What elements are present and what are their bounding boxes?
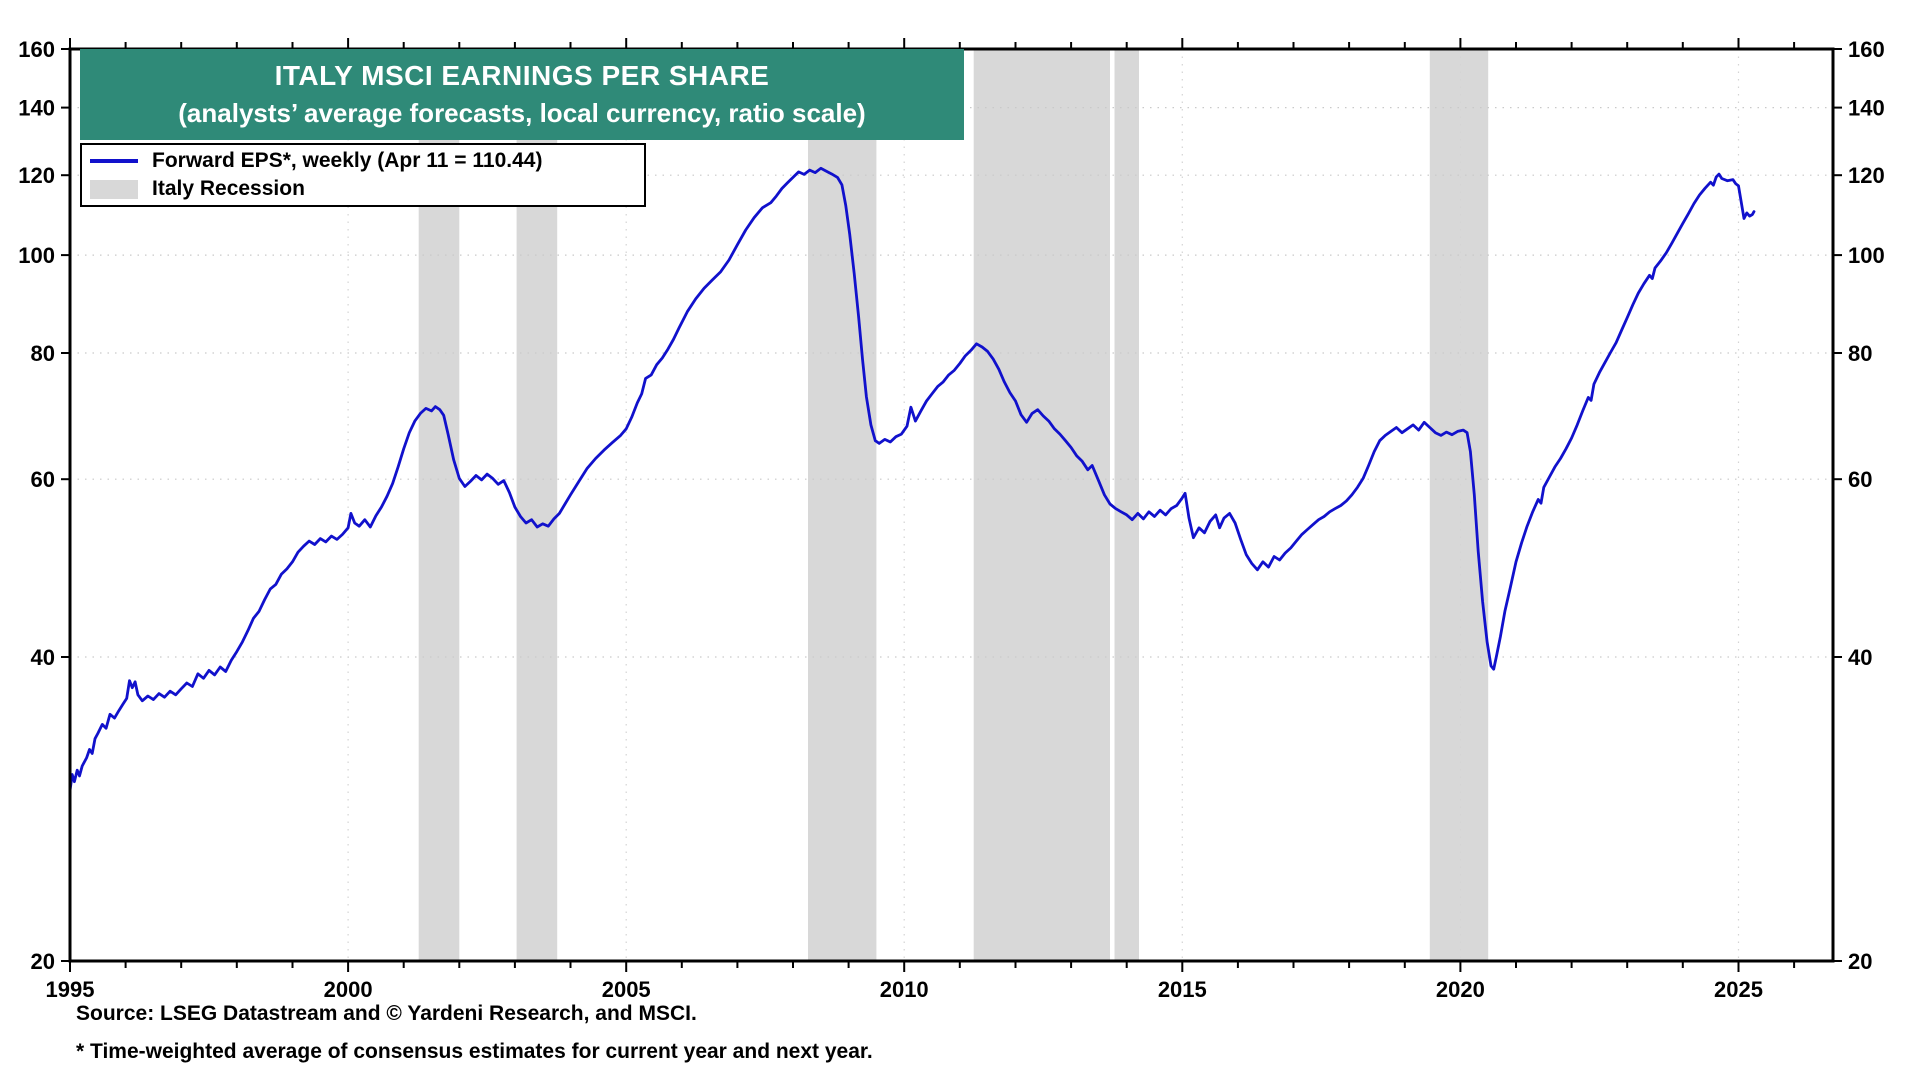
svg-text:100: 100 [1848,243,1885,268]
svg-text:80: 80 [1848,341,1872,366]
svg-text:40: 40 [31,645,55,670]
legend-item-forward-eps: Forward EPS*, weekly (Apr 11 = 110.44) [90,147,636,175]
footnote-text: * Time-weighted average of consensus est… [76,1040,873,1063]
svg-text:120: 120 [1848,163,1885,188]
svg-text:60: 60 [1848,467,1872,492]
svg-text:1995: 1995 [46,977,95,1002]
legend-label-recession: Italy Recession [152,177,305,200]
recession-swatch [90,179,138,199]
svg-text:2020: 2020 [1436,977,1485,1002]
svg-text:2010: 2010 [880,977,929,1002]
legend: Forward EPS*, weekly (Apr 11 = 110.44) I… [80,143,646,207]
svg-text:2025: 2025 [1714,977,1763,1002]
svg-text:40: 40 [1848,645,1872,670]
svg-text:2015: 2015 [1158,977,1207,1002]
legend-item-recession: Italy Recession [90,175,636,203]
chart-title: ITALY MSCI EARNINGS PER SHARE [274,60,770,91]
legend-label-forward-eps: Forward EPS*, weekly (Apr 11 = 110.44) [152,149,543,172]
source-text: Source: LSEG Datastream and © Yardeni Re… [76,1002,697,1025]
svg-text:140: 140 [1848,96,1885,121]
forward-eps-line-swatch [90,159,138,163]
svg-text:160: 160 [1848,37,1885,62]
svg-text:60: 60 [31,467,55,492]
svg-text:2000: 2000 [324,977,373,1002]
svg-text:20: 20 [31,949,55,974]
svg-text:100: 100 [18,243,55,268]
svg-text:80: 80 [31,341,55,366]
svg-text:140: 140 [18,96,55,121]
chart-subtitle: (analysts’ average forecasts, local curr… [178,98,866,128]
svg-text:20: 20 [1848,949,1872,974]
svg-text:120: 120 [18,163,55,188]
svg-text:2005: 2005 [602,977,651,1002]
svg-text:160: 160 [18,37,55,62]
title-box: ITALY MSCI EARNINGS PER SHARE (analysts’… [80,49,964,140]
